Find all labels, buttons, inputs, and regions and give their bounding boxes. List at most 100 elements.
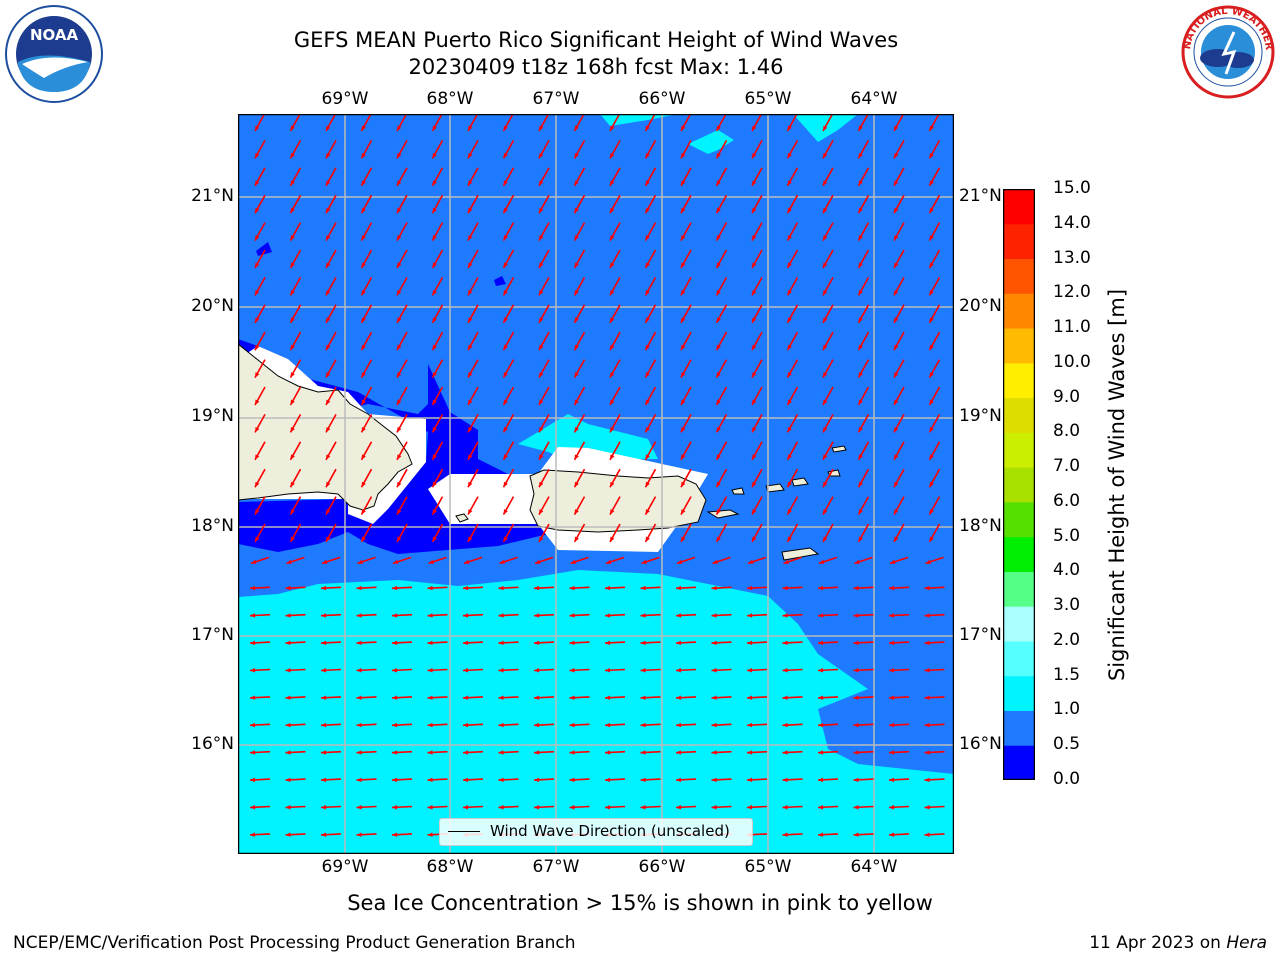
- wave-direction-arrowhead: [645, 317, 650, 323]
- lat-label-left: 18°N: [191, 516, 234, 536]
- wave-direction-arrowhead: [894, 454, 899, 460]
- wave-direction-arrowhead: [677, 559, 683, 564]
- wave-direction-arrowhead: [574, 317, 579, 323]
- wave-direction-arrowhead: [711, 722, 717, 728]
- wave-direction-arrowhead: [326, 372, 331, 378]
- wave-direction-arrowhead: [747, 585, 753, 591]
- wave-direction-arrowhead: [290, 180, 295, 186]
- wave-direction-arrowhead: [924, 722, 930, 728]
- wave-direction-arrowhead: [929, 372, 934, 378]
- wave-direction-arrowhead: [782, 832, 788, 837]
- wave-direction-arrowhead: [534, 585, 540, 591]
- wave-direction-arrowhead: [823, 536, 828, 542]
- wave-direction-arrowhead: [498, 722, 504, 728]
- wave-direction-arrowhead: [823, 454, 828, 460]
- wave-direction-arrowhead: [752, 289, 757, 296]
- wave-direction-arrowhead: [929, 125, 934, 131]
- lat-label-right: 18°N: [959, 516, 1002, 536]
- wave-direction-arrowhead: [361, 372, 366, 378]
- legend-label: Wind Wave Direction (unscaled): [490, 822, 730, 840]
- colorbar-tick-label: 13.0: [1053, 247, 1091, 268]
- wave-direction-arrowhead: [894, 509, 899, 515]
- wave-direction-arrowhead: [432, 235, 437, 241]
- wave-direction-arrowhead: [397, 207, 402, 214]
- wave-direction-arrowhead: [610, 509, 615, 515]
- wave-direction-arrowhead: [321, 722, 327, 728]
- wave-direction-arrowhead: [468, 125, 473, 131]
- wave-direction-arrowhead: [894, 317, 899, 323]
- wave-direction-arrowhead: [819, 559, 825, 564]
- wave-direction-arrowhead: [929, 481, 934, 488]
- wave-direction-arrowhead: [889, 585, 895, 591]
- wave-direction-arrowhead: [285, 640, 291, 646]
- wave-direction-arrowhead: [322, 559, 328, 564]
- wave-direction-arrowhead: [610, 180, 615, 186]
- wave-direction-arrowhead: [752, 235, 757, 241]
- wave-direction-arrowhead: [711, 695, 717, 700]
- wave-direction-arrowhead: [645, 481, 650, 488]
- wave-direction-arrowhead: [890, 559, 896, 564]
- wave-direction-arrowhead: [286, 559, 292, 564]
- wave-direction-arrowhead: [929, 152, 934, 159]
- wave-direction-arrowhead: [645, 399, 650, 405]
- wave-direction-arrowhead: [924, 640, 930, 646]
- wave-direction-arrowhead: [397, 399, 402, 405]
- wave-direction-arrowhead: [503, 152, 508, 159]
- wave-direction-arrowhead: [569, 805, 575, 810]
- wave-direction-arrowhead: [610, 536, 615, 542]
- wave-direction-arrowhead: [640, 640, 646, 646]
- wave-direction-arrowhead: [326, 125, 331, 131]
- wave-direction-arrowhead: [427, 640, 433, 646]
- wave-direction-arrowhead: [427, 722, 433, 728]
- wave-direction-arrowhead: [255, 454, 260, 460]
- lon-label-bottom: 69°W: [321, 857, 369, 877]
- wave-direction-arrowhead: [356, 777, 362, 783]
- wave-direction-arrowhead: [427, 777, 433, 783]
- wave-direction-arrowhead: [427, 805, 433, 810]
- wave-direction-arrowhead: [361, 152, 366, 159]
- wave-direction-arrowhead: [255, 426, 260, 433]
- wave-direction-arrowhead: [432, 317, 437, 323]
- colorbar-band: [1003, 362, 1035, 399]
- wave-direction-arrowhead: [929, 180, 934, 186]
- wave-direction-arrowhead: [255, 289, 260, 296]
- wave-direction-arrowhead: [752, 509, 757, 515]
- wave-direction-arrowhead: [397, 152, 402, 159]
- wave-direction-arrowhead: [711, 668, 717, 673]
- wave-direction-arrowhead: [468, 207, 473, 214]
- wave-direction-arrowhead: [250, 832, 256, 837]
- wave-direction-arrowhead: [854, 559, 860, 564]
- wave-direction-arrowhead: [858, 372, 863, 378]
- wave-direction-arrowhead: [534, 695, 540, 700]
- colorbar-tick-label: 15.0: [1053, 178, 1091, 198]
- wave-direction-arrowhead: [468, 426, 473, 433]
- wave-direction-arrowhead: [645, 536, 650, 542]
- wave-direction-arrowhead: [392, 585, 398, 591]
- ocean-moderate-patch: [518, 414, 658, 460]
- wave-direction-arrowhead: [574, 372, 579, 378]
- land-hispaniola: [238, 343, 413, 511]
- wave-direction-arrowhead: [250, 777, 256, 783]
- wave-direction-arrowhead: [889, 613, 895, 618]
- wave-direction-arrowhead: [894, 481, 899, 488]
- land-st-croix: [781, 547, 820, 561]
- wave-direction-arrowhead: [397, 509, 402, 515]
- wave-direction-arrowhead: [251, 559, 257, 564]
- wave-direction-arrowhead: [716, 317, 721, 323]
- wave-direction-arrowhead: [716, 180, 721, 186]
- wave-direction-arrowhead: [823, 426, 828, 433]
- ocean-moderate-region: [238, 570, 954, 854]
- wave-direction-arrowhead: [747, 750, 753, 755]
- colorbar-tick-label: 8.0: [1053, 421, 1081, 442]
- wave-direction-arrowhead: [782, 722, 788, 728]
- wave-direction-arrowhead: [326, 180, 331, 186]
- wave-direction-arrowhead: [681, 426, 686, 433]
- wave-direction-arrowhead: [285, 585, 291, 591]
- wave-direction-arrowhead: [818, 640, 824, 646]
- wave-direction-arrowhead: [610, 207, 615, 214]
- footer-date-text: 11 Apr 2023 on: [1089, 933, 1227, 953]
- wave-direction-arrowhead: [468, 509, 473, 515]
- wave-direction-arrowhead: [290, 454, 295, 460]
- wave-direction-arrowhead: [929, 426, 934, 433]
- wave-direction-arrowhead: [326, 426, 331, 433]
